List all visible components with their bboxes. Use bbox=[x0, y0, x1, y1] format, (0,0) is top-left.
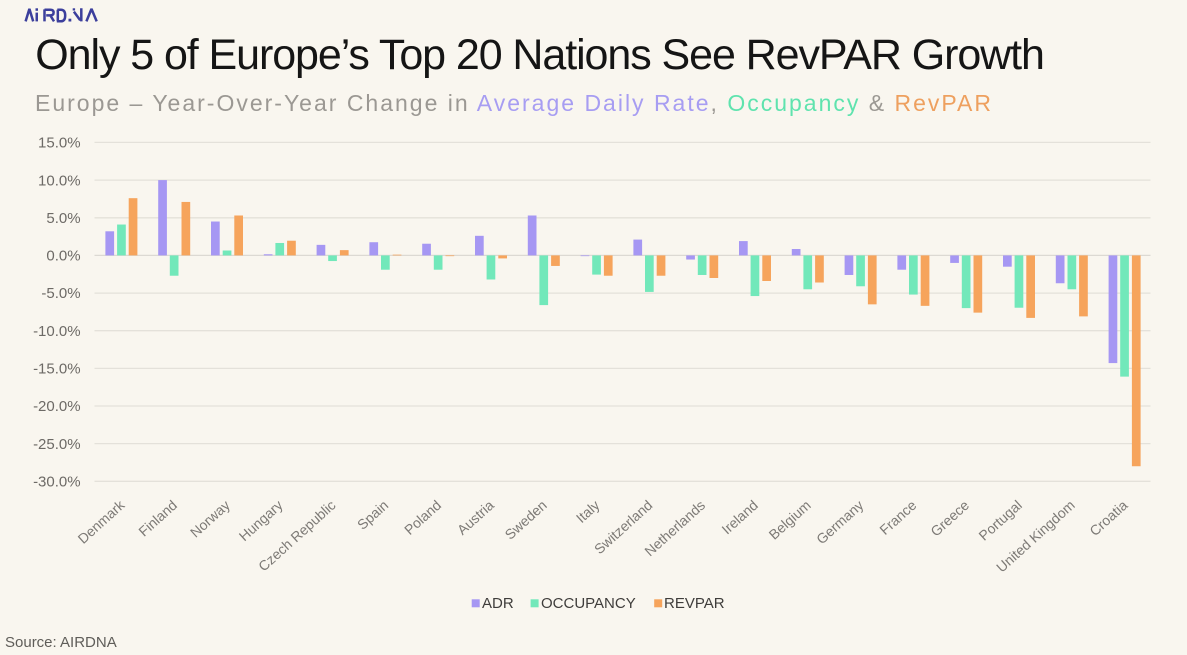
svg-text:Italy: Italy bbox=[573, 497, 603, 526]
svg-text:Finland: Finland bbox=[135, 497, 180, 540]
svg-text:Ireland: Ireland bbox=[718, 497, 761, 538]
svg-text:Germany: Germany bbox=[813, 497, 866, 547]
svg-text:Denmark: Denmark bbox=[74, 496, 128, 547]
svg-text:-20.0%: -20.0% bbox=[33, 398, 81, 415]
svg-text:Hungary: Hungary bbox=[236, 497, 286, 544]
svg-text:Portugal: Portugal bbox=[975, 497, 1024, 544]
svg-text:Croatia: Croatia bbox=[1086, 497, 1130, 539]
svg-text:-15.0%: -15.0% bbox=[33, 361, 81, 378]
svg-text:Belgium: Belgium bbox=[766, 497, 814, 543]
svg-text:Greece: Greece bbox=[927, 497, 972, 540]
svg-text:0.0%: 0.0% bbox=[46, 248, 80, 265]
svg-text:France: France bbox=[876, 497, 919, 538]
svg-text:Spain: Spain bbox=[354, 497, 391, 533]
svg-text:ADR: ADR bbox=[482, 595, 514, 612]
svg-text:-25.0%: -25.0% bbox=[33, 436, 81, 453]
svg-text:10.0%: 10.0% bbox=[38, 172, 81, 189]
svg-text:REVPAR: REVPAR bbox=[664, 595, 725, 612]
svg-text:-10.0%: -10.0% bbox=[33, 323, 81, 340]
svg-text:OCCUPANCY: OCCUPANCY bbox=[541, 595, 636, 612]
svg-text:-5.0%: -5.0% bbox=[41, 285, 80, 302]
svg-text:Norway: Norway bbox=[187, 497, 233, 541]
svg-text:5.0%: 5.0% bbox=[46, 210, 80, 227]
svg-text:Austria: Austria bbox=[454, 497, 497, 538]
svg-text:15.0%: 15.0% bbox=[38, 135, 81, 152]
svg-text:-30.0%: -30.0% bbox=[33, 474, 81, 491]
svg-text:Sweden: Sweden bbox=[502, 497, 550, 543]
svg-text:Poland: Poland bbox=[401, 497, 444, 538]
